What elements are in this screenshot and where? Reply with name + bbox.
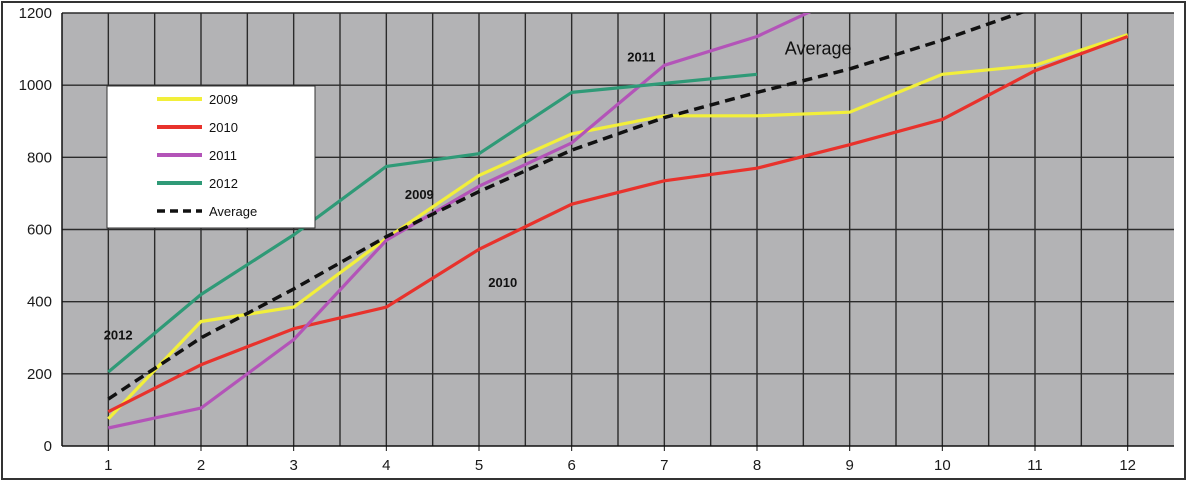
annotations: 2012 2009 2010 2011 Average xyxy=(104,38,852,342)
x-tick-label: 4 xyxy=(382,457,390,474)
y-tick-label: 400 xyxy=(27,294,52,311)
y-tick-label: 1000 xyxy=(19,77,52,94)
series-line-2009 xyxy=(107,33,1129,421)
annotation-2010: 2010 xyxy=(488,275,517,290)
series-lines xyxy=(107,13,1129,430)
legend-label-average: Average xyxy=(209,204,257,219)
legend: 2009 2010 2011 2012 Average xyxy=(106,85,316,229)
annotation-2009: 2009 xyxy=(405,187,434,202)
y-tick-label: 600 xyxy=(27,222,52,239)
y-tick-label: 800 xyxy=(27,149,52,166)
grid xyxy=(62,12,1174,446)
series-line-2012 xyxy=(107,72,758,374)
series-line-2010 xyxy=(107,34,1129,414)
x-tick-label: 3 xyxy=(289,457,297,474)
x-tick-label: 2 xyxy=(197,457,205,474)
y-tick-label: 200 xyxy=(27,366,52,383)
annotation-2012: 2012 xyxy=(104,328,133,343)
annotation-average: Average xyxy=(785,38,852,58)
x-tick-label: 6 xyxy=(567,457,575,474)
x-tick-label: 7 xyxy=(660,457,668,474)
x-tick-label: 12 xyxy=(1119,457,1136,474)
x-tick-label: 5 xyxy=(475,457,483,474)
y-tick-label: 1200 xyxy=(19,5,52,22)
legend-box xyxy=(106,85,316,229)
legend-label-2011: 2011 xyxy=(209,148,237,163)
legend-label-2012: 2012 xyxy=(209,176,238,191)
x-tick-label: 11 xyxy=(1027,457,1043,474)
x-tick-label: 1 xyxy=(104,457,112,474)
y-tick-label: 0 xyxy=(44,438,52,455)
x-tick-label: 10 xyxy=(934,457,951,474)
series-line-average xyxy=(107,13,1025,401)
annotation-2011: 2011 xyxy=(627,50,655,65)
legend-label-2010: 2010 xyxy=(209,120,238,135)
x-tick-label: 9 xyxy=(845,457,853,474)
series-line-2011 xyxy=(107,13,812,430)
legend-label-2009: 2009 xyxy=(209,92,238,107)
x-tick-label: 8 xyxy=(753,457,761,474)
